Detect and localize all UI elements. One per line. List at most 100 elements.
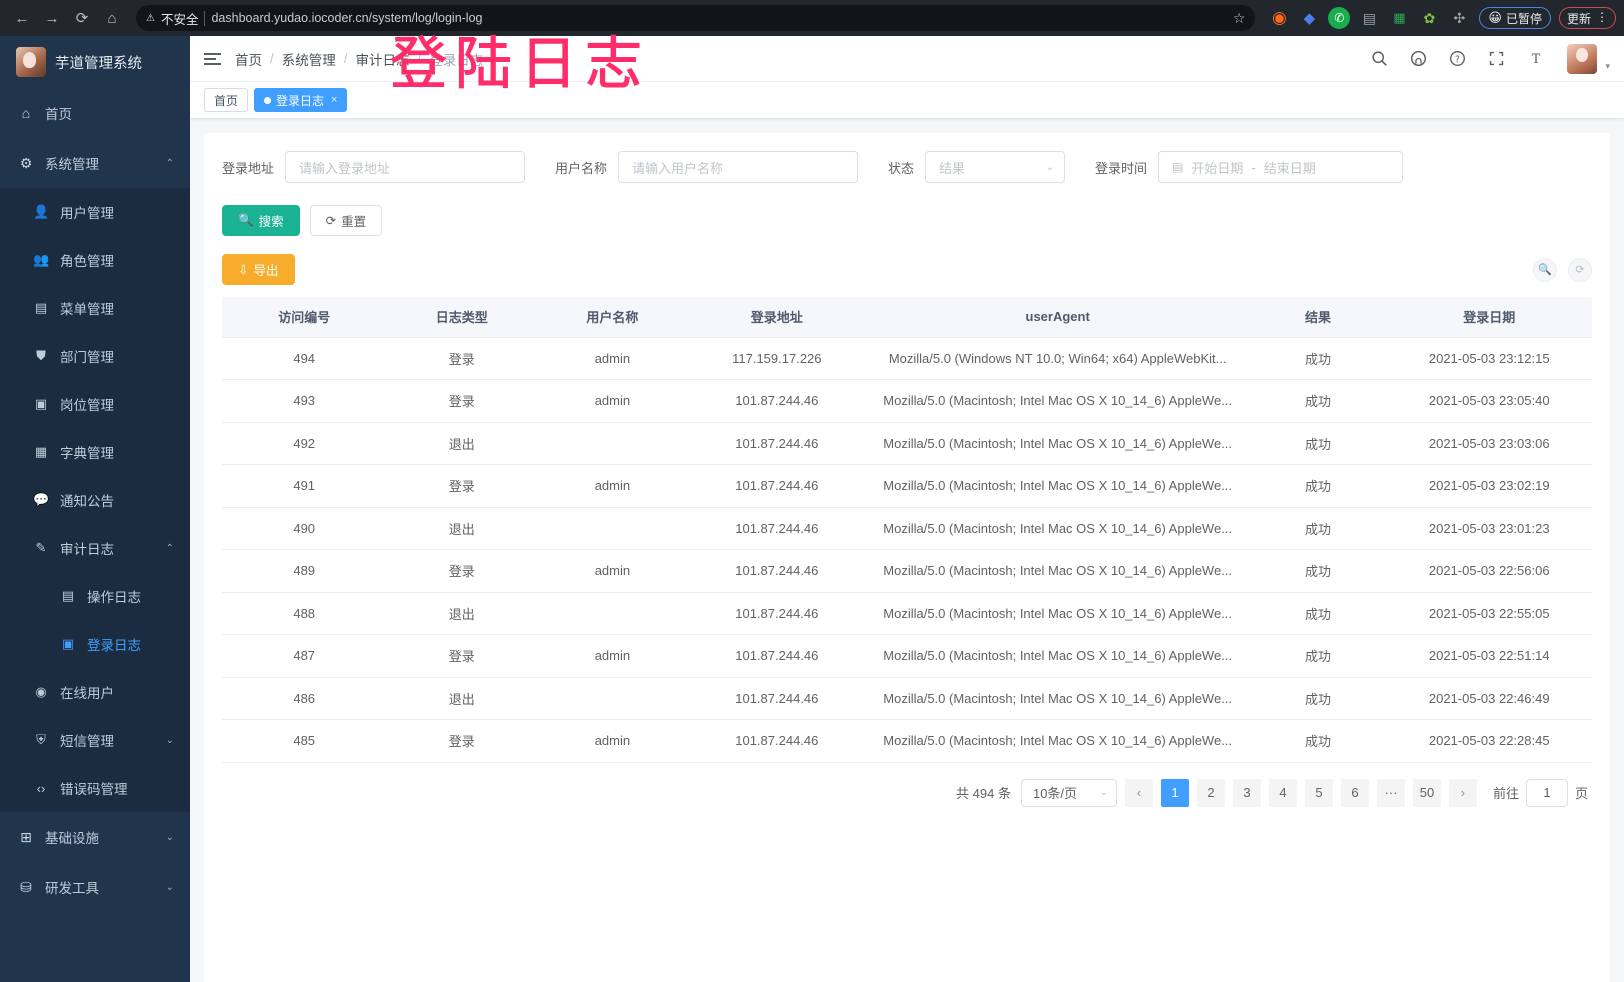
breadcrumb-item-audit[interactable]: 审计日志: [355, 52, 410, 68]
sidebar-item-dept-mgmt[interactable]: ⛊ 部门管理: [0, 332, 190, 380]
breadcrumb-item-system[interactable]: 系统管理: [281, 52, 336, 68]
sidebar-item-notice[interactable]: 💬 通知公告: [0, 476, 190, 524]
sidebar-item-online-user[interactable]: ◉ 在线用户: [0, 668, 190, 716]
browser-menu-icon[interactable]: ⋮: [1596, 10, 1608, 25]
page-button-1[interactable]: 1: [1160, 778, 1189, 807]
column-header-address: 登录地址: [687, 297, 866, 338]
prev-page-button[interactable]: ‹: [1124, 778, 1153, 807]
extension-orange-icon[interactable]: ◉: [1271, 8, 1287, 27]
page-button-6[interactable]: 6: [1340, 778, 1369, 807]
extension-puzzle-icon[interactable]: ✣: [1453, 9, 1466, 26]
table-row[interactable]: 487 登录 admin 101.87.244.46 Mozilla/5.0 (Maci…: [222, 634, 1592, 678]
page-button-5[interactable]: 5: [1304, 778, 1333, 807]
brand-logo[interactable]: 芋道管理系统: [0, 36, 190, 88]
dict-icon: ▦: [34, 444, 48, 459]
sidebar-item-post-mgmt[interactable]: ▣ 岗位管理: [0, 380, 190, 428]
table-row[interactable]: 490 退出 101.87.244.46 Mozilla/5.0 (Macintosh…: [222, 507, 1592, 550]
status-select[interactable]: 结果 ⌄: [925, 151, 1066, 183]
reload-icon[interactable]: ⟳: [75, 10, 89, 27]
cell-address: 117.159.17.226: [687, 337, 866, 380]
table-row[interactable]: 488 退出 101.87.244.46 Mozilla/5.0 (Macintosh…: [222, 592, 1592, 635]
cell-type: 退出: [386, 677, 538, 720]
sidebar-item-home[interactable]: ⌂ 首页: [0, 88, 190, 138]
font-size-icon[interactable]: T: [1527, 50, 1545, 67]
reset-button[interactable]: ⟳ 重置: [309, 205, 383, 236]
table-row[interactable]: 492 退出 101.87.244.46 Mozilla/5.0 (Macintosh…: [222, 422, 1592, 465]
download-icon: ⇩: [238, 263, 249, 277]
update-button[interactable]: 更新 ⋮: [1558, 7, 1616, 29]
extension-blue-doc-icon[interactable]: ▤: [1362, 9, 1377, 26]
jump-page-input[interactable]: 1: [1525, 778, 1568, 807]
table-row[interactable]: 489 登录 admin 101.87.244.46 Mozilla/5.0 (Maci…: [222, 549, 1592, 593]
cell-type: 退出: [386, 507, 538, 550]
sidebar-item-error-code[interactable]: ‹› 错误码管理: [0, 764, 190, 812]
cell-result: 成功: [1249, 379, 1387, 423]
sidebar-item-dict-mgmt[interactable]: ▦ 字典管理: [0, 428, 190, 476]
sidebar-item-system[interactable]: ⚙ 系统管理 ⌃: [0, 138, 190, 188]
bookmark-icon[interactable]: ☆: [1232, 9, 1246, 26]
github-icon[interactable]: [1410, 50, 1427, 67]
end-date-placeholder: 结束日期: [1263, 160, 1316, 176]
page-button-50[interactable]: 50: [1412, 778, 1441, 807]
login-time-daterange[interactable]: ▤ 开始日期 - 结束日期: [1158, 151, 1404, 183]
page-button-3[interactable]: 3: [1232, 778, 1261, 807]
forward-icon[interactable]: →: [44, 9, 60, 27]
search-icon[interactable]: [1371, 50, 1388, 67]
sidebar-item-infra[interactable]: ⊞ 基础设施 ⌄: [0, 812, 190, 862]
table-row[interactable]: 491 登录 admin 101.87.244.46 Mozilla/5.0 (Maci…: [222, 464, 1592, 508]
profile-paused-button[interactable]: 😀 已暂停: [1479, 7, 1551, 29]
table-row[interactable]: 486 退出 101.87.244.46 Mozilla/5.0 (Macintosh…: [222, 677, 1592, 720]
top-header: 首页 / 系统管理 / 审计日志 / 登录日志 ?: [190, 36, 1624, 81]
refresh-icon[interactable]: ⟳: [1568, 257, 1592, 282]
gear-icon: ⚙: [19, 154, 33, 171]
range-dash: -: [1251, 159, 1256, 175]
export-button[interactable]: ⇩ 导出: [222, 254, 295, 285]
toggle-search-icon[interactable]: 🔍: [1533, 257, 1557, 282]
sidebar-item-login-log[interactable]: ▣ 登录日志: [0, 620, 190, 668]
next-page-button[interactable]: ›: [1448, 778, 1477, 807]
field-label: 登录地址: [222, 160, 275, 176]
address-bar[interactable]: ⚠ 不安全 dashboard.yudao.iocoder.cn/system/…: [136, 5, 1256, 31]
sidebar-item-role-mgmt[interactable]: 👥 角色管理: [0, 236, 190, 284]
extension-green-circle-icon[interactable]: ✆: [1328, 7, 1351, 29]
cell-username: admin: [537, 634, 688, 678]
help-icon[interactable]: ?: [1449, 50, 1466, 67]
extension-on-badge-icon[interactable]: ▦: [1393, 10, 1406, 25]
extension-leaf-icon[interactable]: ✿: [1423, 9, 1436, 26]
menu-toggle-icon[interactable]: [204, 52, 221, 65]
fullscreen-icon[interactable]: [1488, 50, 1505, 67]
chevron-down-icon[interactable]: ▾: [1605, 60, 1610, 71]
table-row[interactable]: 493 登录 admin 101.87.244.46 Mozilla/5.0 (Maci…: [222, 379, 1592, 423]
page-ellipsis[interactable]: ···: [1376, 778, 1405, 807]
back-icon[interactable]: ←: [14, 9, 30, 27]
page-button-2[interactable]: 2: [1196, 778, 1225, 807]
cell-id: 491: [222, 464, 387, 508]
svg-text:T: T: [1532, 52, 1541, 67]
page-button-4[interactable]: 4: [1268, 778, 1297, 807]
home-icon[interactable]: ⌂: [107, 9, 117, 27]
tab-login-log[interactable]: 登录日志 ×: [254, 88, 348, 112]
sidebar-item-sms-mgmt[interactable]: ⛨ 短信管理 ⌄: [0, 716, 190, 764]
cell-id: 486: [222, 677, 387, 720]
sidebar-item-audit-log[interactable]: ✎ 审计日志 ⌃: [0, 524, 190, 572]
page-size-select[interactable]: 10条/页 ⌄: [1020, 778, 1117, 807]
table-row[interactable]: 485 登录 admin 101.87.244.46 Mozilla/5.0 (Maci…: [222, 719, 1592, 763]
login-address-input[interactable]: 请输入登录地址: [285, 151, 526, 183]
avatar[interactable]: [1567, 43, 1598, 74]
sidebar-item-user-mgmt[interactable]: 👤 用户管理: [0, 188, 190, 236]
pagination: 共 494 条 10条/页 ⌄ ‹ 1 2 3 4 5 6 ··· 50 ›: [222, 763, 1592, 807]
breadcrumb-item-home[interactable]: 首页: [235, 52, 262, 68]
table-row[interactable]: 494 登录 admin 117.159.17.226 Mozilla/5.0 (Win…: [222, 337, 1592, 380]
field-username: 用户名称 请输入用户名称: [555, 151, 859, 183]
chevron-down-icon: ⌄: [165, 734, 174, 746]
extension-diamond-icon[interactable]: ◆: [1303, 10, 1316, 27]
breadcrumb: 首页 / 系统管理 / 审计日志 / 登录日志: [235, 49, 483, 69]
close-icon[interactable]: ×: [331, 94, 338, 106]
tab-home[interactable]: 首页: [204, 88, 249, 112]
search-button[interactable]: 🔍 搜索: [222, 205, 300, 236]
url-text: dashboard.yudao.iocoder.cn/system/log/lo…: [211, 11, 483, 25]
sidebar-item-menu-mgmt[interactable]: ▤ 菜单管理: [0, 284, 190, 332]
sidebar-item-devtool[interactable]: ⛁ 研发工具 ⌄: [0, 862, 190, 912]
sidebar-item-operation-log[interactable]: ▤ 操作日志: [0, 572, 190, 620]
username-input[interactable]: 请输入用户名称: [618, 151, 859, 183]
